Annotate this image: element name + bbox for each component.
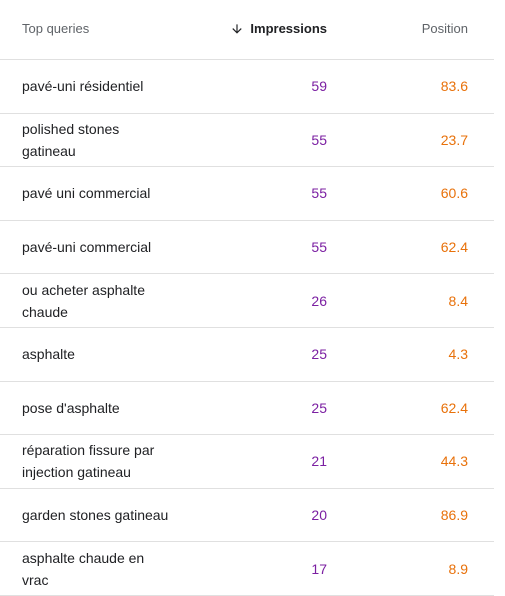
- position-cell: 86.9: [440, 507, 468, 524]
- column-header-position[interactable]: Position: [421, 21, 468, 36]
- position-cell: 4.3: [448, 346, 468, 363]
- impressions-cell: 26: [311, 292, 327, 309]
- query-cell: pavé-uni résidentiel: [22, 78, 144, 95]
- query-cell: garden stones gatineau: [22, 507, 169, 524]
- query-cell: pavé-uni commercial: [22, 239, 152, 256]
- query-cell: pose d'asphalte: [22, 399, 120, 416]
- impressions-cell: 17: [311, 560, 327, 577]
- query-cell: asphalte: [22, 346, 75, 363]
- table-row[interactable]: pavé-uni commercial 55 62.4: [0, 221, 494, 275]
- query-cell: ou acheter asphalte chaude: [22, 281, 145, 320]
- position-cell: 62.4: [440, 239, 468, 256]
- position-cell: 23.7: [440, 131, 468, 148]
- arrow-down-icon: [232, 23, 243, 34]
- position-cell: 8.4: [448, 292, 468, 309]
- impressions-cell: 25: [311, 346, 327, 363]
- query-cell: réparation fissure par injection gatinea…: [22, 442, 155, 481]
- column-header-queries[interactable]: Top queries: [22, 21, 90, 36]
- table-row[interactable]: réparation fissure par injection gatinea…: [0, 435, 494, 489]
- table-row[interactable]: ou acheter asphalte chaude 26 8.4: [0, 274, 494, 328]
- position-cell: 8.9: [448, 560, 468, 577]
- table-row[interactable]: pavé uni commercial 55 60.6: [0, 167, 494, 221]
- query-cell: polished stones gatineau: [22, 120, 120, 159]
- position-cell: 60.6: [440, 185, 468, 202]
- query-cell: pavé uni commercial: [22, 185, 151, 202]
- impressions-cell: 55: [311, 185, 327, 202]
- table-row[interactable]: asphalte chaude en vrac 17 8.9: [0, 542, 494, 596]
- table-row[interactable]: asphalte 25 4.3: [0, 328, 494, 382]
- impressions-cell: 25: [311, 399, 327, 416]
- table-row[interactable]: pavé-uni résidentiel 59 83.6: [0, 60, 494, 114]
- column-header-impressions[interactable]: Impressions: [230, 21, 327, 36]
- table-row[interactable]: pose d'asphalte 25 62.4: [0, 382, 494, 436]
- position-cell: 62.4: [440, 399, 468, 416]
- query-cell: asphalte chaude en vrac: [22, 549, 145, 588]
- table-row[interactable]: polished stones gatineau 55 23.7: [0, 114, 494, 168]
- impressions-cell: 59: [311, 78, 327, 95]
- table-header: Top queries Impressions Position: [0, 0, 494, 60]
- impressions-header-label: Impressions: [250, 21, 327, 36]
- table-row[interactable]: garden stones gatineau 20 86.9: [0, 489, 494, 543]
- queries-table: Top queries Impressions Position pavé-un…: [0, 0, 494, 596]
- impressions-cell: 20: [311, 507, 327, 524]
- impressions-cell: 55: [311, 239, 327, 256]
- impressions-cell: 21: [311, 453, 327, 470]
- impressions-cell: 55: [311, 131, 327, 148]
- position-cell: 44.3: [440, 453, 468, 470]
- position-cell: 83.6: [440, 78, 468, 95]
